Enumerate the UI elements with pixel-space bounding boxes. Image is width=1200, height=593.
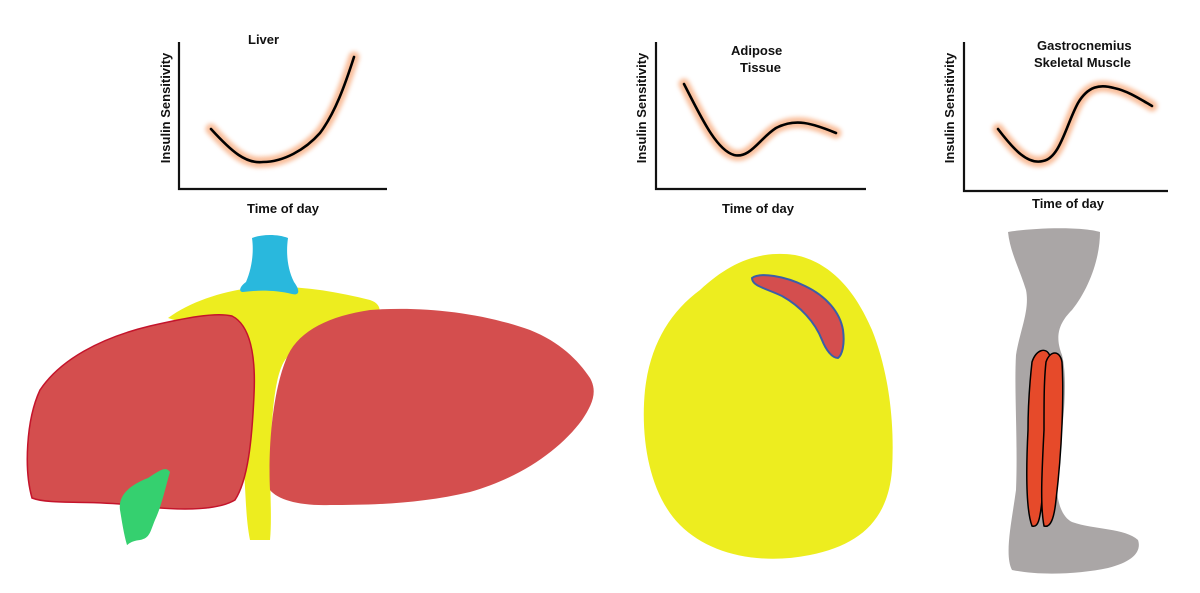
adipose-chart-title-line2: Tissue — [740, 60, 781, 75]
muscle-curve — [996, 84, 1154, 163]
muscle-chart-title-line1: Gastrocnemius — [1037, 38, 1132, 53]
muscle-chart-axes — [962, 42, 1168, 193]
liver-curve — [209, 55, 356, 164]
leg-silhouette — [1008, 228, 1139, 574]
muscle-chart: Gastrocnemius Skeletal Muscle Insulin Se… — [942, 38, 1168, 211]
liver-chart-ylabel: Insulin Sensitivity — [158, 52, 173, 163]
muscle-chart-xlabel: Time of day — [1032, 196, 1105, 211]
muscle-chart-ylabel: Insulin Sensitivity — [942, 52, 957, 163]
muscle-curve-glow — [992, 80, 1158, 168]
adipose-chart-xlabel: Time of day — [722, 201, 795, 216]
adipose-chart-title-line1: Adipose — [731, 43, 782, 58]
liver-chart-xlabel: Time of day — [247, 201, 320, 216]
adipose-chart-axes — [654, 42, 866, 191]
liver-cyan-vessel — [240, 235, 299, 295]
adipose-curve-glow — [678, 78, 842, 161]
liver-left-lobe — [26, 313, 256, 510]
leg-gastrocnemius-lateral — [1040, 352, 1064, 528]
adipose-vessel — [750, 274, 845, 360]
liver-gallbladder — [119, 469, 170, 545]
muscle-chart-title-line2: Skeletal Muscle — [1034, 55, 1131, 70]
adipose-fat-blob — [643, 253, 893, 559]
adipose-chart: Adipose Tissue Insulin Sensitivity Time … — [634, 42, 866, 216]
liver-chart-title: Liver — [248, 32, 279, 47]
liver-illustration — [26, 235, 594, 545]
liver-chart: Liver Insulin Sensitivity Time of day — [158, 32, 387, 216]
adipose-illustration — [643, 253, 893, 559]
liver-right-lobe — [269, 308, 594, 506]
liver-chart-axes — [177, 42, 387, 191]
adipose-curve — [682, 82, 838, 157]
leg-illustration — [1008, 228, 1139, 574]
adipose-chart-ylabel: Insulin Sensitivity — [634, 52, 649, 163]
